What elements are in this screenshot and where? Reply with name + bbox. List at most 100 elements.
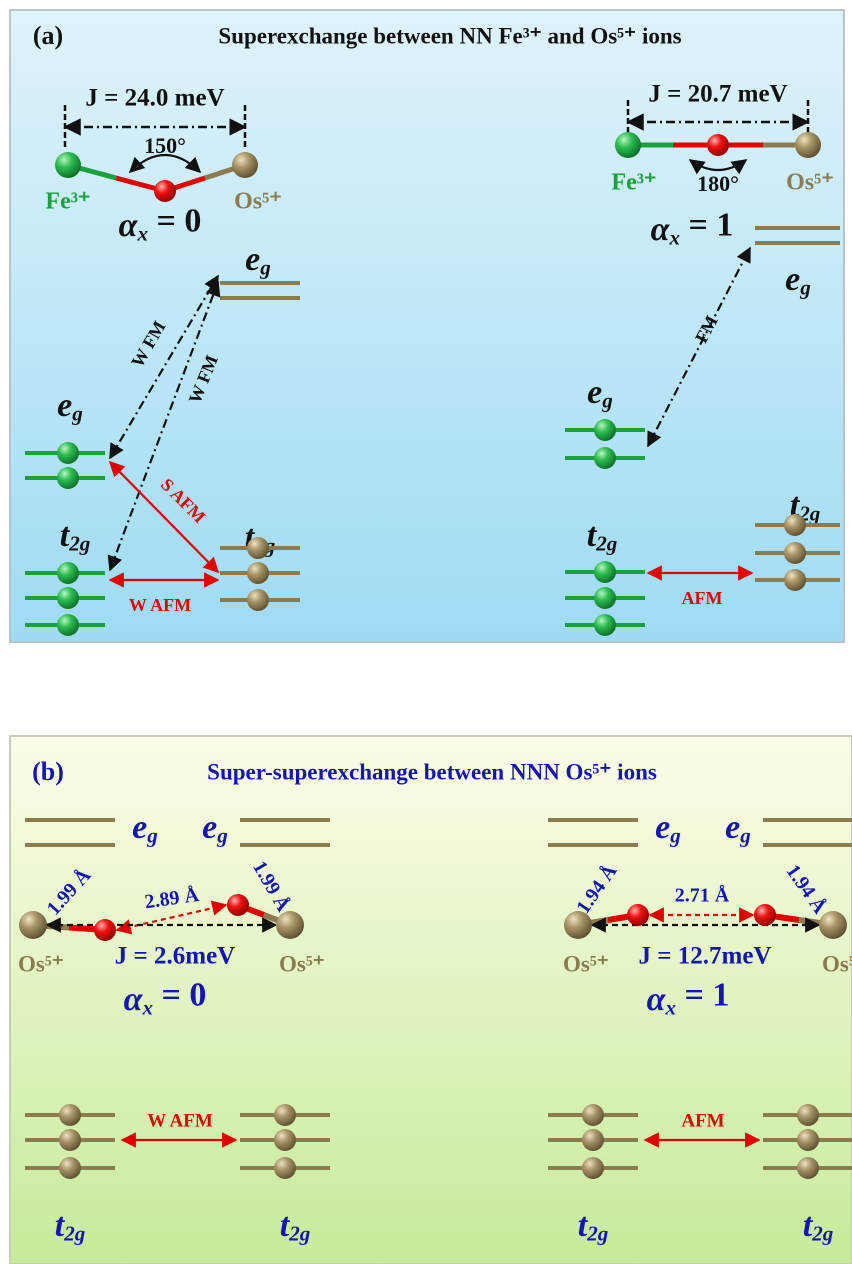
ion-label: Os⁵⁺ <box>234 189 282 215</box>
electron <box>57 562 79 584</box>
symbol: e <box>725 809 740 846</box>
symbol: α <box>119 207 139 244</box>
electron <box>797 1104 819 1126</box>
coupling: J = 20.7 meV <box>648 81 787 108</box>
subscript: 2g <box>811 1221 833 1245</box>
oxygen <box>707 134 729 156</box>
fe-ion <box>615 132 641 158</box>
electron <box>594 561 616 583</box>
symbol: e <box>587 374 602 411</box>
subscript: g <box>216 823 228 847</box>
electron <box>784 542 806 564</box>
panel-label: (a) <box>33 21 63 50</box>
coupling: J = 12.7meV <box>639 943 772 970</box>
value: = 1 <box>676 976 729 1013</box>
value: = 0 <box>153 976 206 1013</box>
coupling: J = 24.0 meV <box>85 85 224 112</box>
subscript: g <box>259 255 271 279</box>
electron <box>594 614 616 636</box>
symbol: e <box>245 241 260 278</box>
subscript: 2g <box>288 1221 310 1245</box>
electron <box>59 1157 81 1179</box>
os-ion <box>19 911 47 939</box>
subscript: 2g <box>63 1221 85 1245</box>
oxygen <box>94 919 116 941</box>
subscript: g <box>739 823 751 847</box>
alpha: αx = 1 <box>651 206 734 249</box>
alpha: αx = 0 <box>124 976 207 1019</box>
electron <box>582 1104 604 1126</box>
subscript: x <box>141 995 153 1019</box>
electron <box>57 614 79 636</box>
ion-label: Os⁵⁺ <box>822 951 852 976</box>
alpha: αx = 0 <box>119 202 202 245</box>
subscript: x <box>136 221 148 245</box>
electron <box>594 419 616 441</box>
electron <box>57 587 79 609</box>
alpha: αx = 1 <box>647 976 730 1019</box>
electron <box>582 1129 604 1151</box>
value: = 1 <box>680 206 733 243</box>
ion-label: Fe³⁺ <box>45 189 90 215</box>
panel-title: Superexchange between NN Fe³⁺ and Os⁵⁺ i… <box>218 23 681 48</box>
subscript: 2g <box>68 531 90 555</box>
exchange-label: AFM <box>682 588 723 608</box>
angle: 180° <box>697 171 739 196</box>
symbol: e <box>655 809 670 846</box>
symbol: e <box>202 809 217 846</box>
electron <box>797 1129 819 1151</box>
coupling: J = 2.6meV <box>115 943 235 970</box>
subscript: g <box>799 275 811 299</box>
electron <box>274 1157 296 1179</box>
subscript: g <box>71 401 83 425</box>
electron <box>57 442 79 464</box>
os-ion <box>276 911 304 939</box>
electron <box>247 537 269 559</box>
panel-title: Super-superexchange between NNN Os⁵⁺ ion… <box>207 759 657 784</box>
os-ion <box>819 911 847 939</box>
ion-label: Os⁵⁺ <box>18 951 64 976</box>
symbol: α <box>124 981 144 1018</box>
electron <box>797 1157 819 1179</box>
symbol: α <box>647 981 667 1018</box>
oxygen <box>154 180 176 202</box>
oxygen <box>754 904 776 926</box>
electron <box>784 569 806 591</box>
electron <box>57 467 79 489</box>
value: = 0 <box>148 202 201 239</box>
angle: 150° <box>144 133 186 158</box>
os-ion <box>795 132 821 158</box>
symbol: e <box>785 261 800 298</box>
electron <box>274 1104 296 1126</box>
electron <box>59 1104 81 1126</box>
electron <box>274 1129 296 1151</box>
electron <box>594 447 616 469</box>
exchange-label: W AFM <box>129 595 191 615</box>
symbol: e <box>57 387 72 424</box>
subscript: g <box>146 823 158 847</box>
bond-length: 2.71 Å <box>675 884 730 907</box>
subscript: x <box>668 225 680 249</box>
ion-label: Fe³⁺ <box>611 170 656 196</box>
electron <box>784 514 806 536</box>
subscript: 2g <box>595 531 617 555</box>
electron <box>247 589 269 611</box>
ion-label: Os⁵⁺ <box>563 951 609 976</box>
subscript: 2g <box>586 1221 608 1245</box>
ion-label: Os⁵⁺ <box>279 951 325 976</box>
subscript: g <box>601 388 613 412</box>
symbol: e <box>132 809 147 846</box>
electron <box>59 1129 81 1151</box>
electron <box>582 1157 604 1179</box>
oxygen <box>227 894 249 916</box>
fe-ion <box>55 152 81 178</box>
exchange-label: AFM <box>681 1110 724 1131</box>
subscript: x <box>664 995 676 1019</box>
exchange-label: W AFM <box>147 1110 213 1131</box>
oxygen <box>627 904 649 926</box>
panel-label: (b) <box>32 757 64 786</box>
electron <box>247 562 269 584</box>
electron <box>594 587 616 609</box>
os-ion <box>232 152 258 178</box>
ion-label: Os⁵⁺ <box>786 170 834 196</box>
